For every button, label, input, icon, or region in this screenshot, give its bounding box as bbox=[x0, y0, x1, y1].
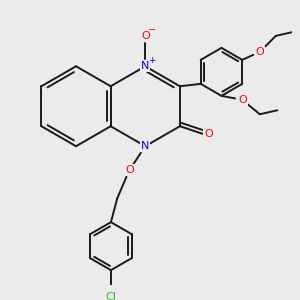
Text: N: N bbox=[141, 61, 149, 71]
Text: O: O bbox=[204, 129, 213, 139]
Text: O: O bbox=[238, 95, 247, 105]
Text: Cl: Cl bbox=[106, 292, 116, 300]
Text: O: O bbox=[256, 47, 264, 57]
Text: +: + bbox=[148, 56, 156, 65]
Text: −: − bbox=[148, 25, 157, 35]
Text: N: N bbox=[141, 141, 149, 151]
Text: O: O bbox=[125, 165, 134, 175]
Text: O: O bbox=[141, 31, 150, 41]
